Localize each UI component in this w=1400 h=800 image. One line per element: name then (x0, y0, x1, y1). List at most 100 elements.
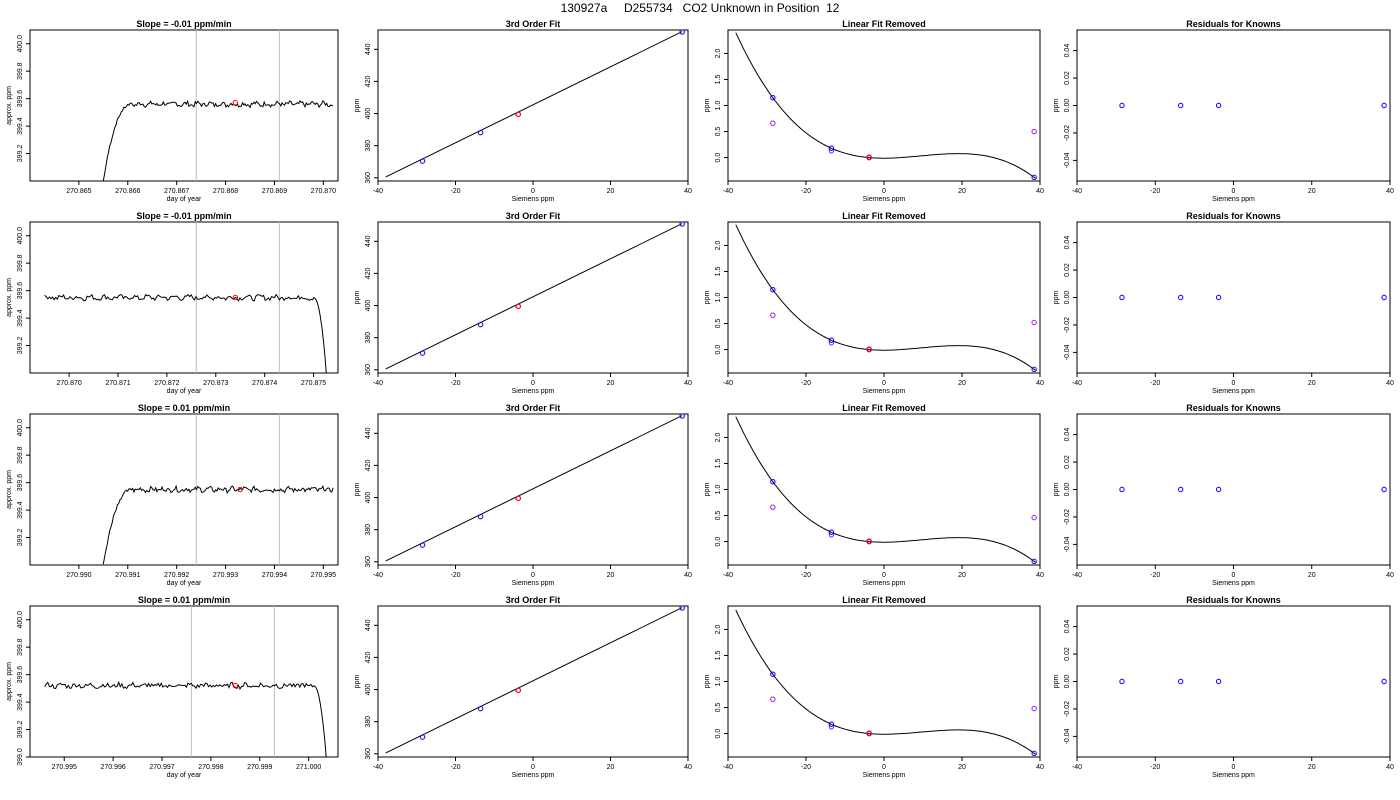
y-axis-label: ppm (1053, 291, 1060, 305)
panel-title: Linear Fit Removed (842, 403, 926, 413)
y-tick-label: -0.02 (1064, 125, 1071, 141)
x-tick-label: -40 (1072, 764, 1082, 771)
x-tick-label: -20 (801, 188, 811, 195)
plot-area (385, 606, 685, 754)
known-point (1177, 102, 1184, 109)
y-tick-label: 400.0 (17, 227, 24, 245)
known-point (419, 350, 426, 356)
known-point (679, 222, 685, 227)
y-axis-label: ppm (354, 675, 361, 689)
known-point (828, 529, 835, 535)
x-tick-label: -40 (1072, 380, 1082, 387)
y-tick-label: 0.02 (1064, 263, 1071, 277)
x-tick-label: -40 (723, 572, 733, 579)
y-axis-label: approx. ppm (6, 662, 13, 701)
y-tick-label: 380 (365, 716, 372, 728)
x-tick-label: -40 (373, 188, 383, 195)
y-tick-label: 420 (365, 459, 372, 471)
linear-residual-point (828, 148, 835, 154)
panel-title: Slope = -0.01 ppm/min (136, 19, 231, 29)
unknown-point (866, 346, 872, 353)
y-tick-label: 399.8 (17, 638, 24, 656)
y-axis-label: approx. ppm (6, 278, 13, 317)
panel-r3-c2: 3rd Order Fit -40 -20 0 20 40 360 380 400 420 440 S… (354, 403, 692, 587)
panel-r4-c2: 3rd Order Fit -40 -20 0 20 40 360 380 400 420 440 S… (354, 595, 692, 779)
unknown-point (866, 538, 872, 545)
known-point (1031, 558, 1037, 565)
fit-line (385, 31, 683, 178)
y-tick-label: 0.04 (1064, 236, 1071, 250)
known-point (1119, 486, 1125, 493)
known-point (1215, 294, 1222, 301)
y-tick-label: 0.5 (715, 703, 722, 713)
unknown-point (515, 303, 521, 310)
plot-area (385, 414, 685, 562)
panel-r3-c3: Linear Fit Removed -40 -20 0 20 40 0.0 0.5 1.0 1.… (704, 403, 1044, 587)
x-tick-label: 270.998 (198, 764, 223, 771)
y-tick-label: 0.00 (1064, 99, 1071, 113)
panel-r1-c4: Residuals for Knowns -40 -20 0 20 40 -0.04 -0.0… (1053, 19, 1394, 203)
known-point (828, 337, 835, 343)
y-tick-label: 400.0 (17, 611, 24, 629)
y-tick-label: 400 (365, 684, 372, 696)
y-axis-label: ppm (704, 99, 711, 113)
y-tick-label: 0.5 (715, 127, 722, 137)
plot-area (44, 606, 327, 757)
y-axis-label: ppm (1053, 99, 1060, 113)
y-axis-label: ppm (354, 483, 361, 497)
x-axis-label: Siemens ppm (512, 196, 555, 203)
y-tick-label: 400 (365, 108, 372, 120)
x-tick-label: -20 (801, 572, 811, 579)
x-tick-label: 0 (1232, 188, 1236, 195)
x-tick-label: -20 (450, 572, 460, 579)
panel-r1-c3: Linear Fit Removed -40 -20 0 20 40 0.0 0.5 1.0 1.… (704, 19, 1044, 203)
known-point (477, 705, 484, 712)
x-tick-label: 270.873 (203, 380, 228, 387)
y-tick-label: 360 (365, 364, 372, 376)
linear-residual-point (770, 312, 776, 318)
x-tick-label: -20 (801, 764, 811, 771)
y-axis-label: ppm (354, 99, 361, 113)
known-point (1215, 678, 1222, 685)
unknown-point (866, 730, 872, 737)
x-tick-label: -40 (723, 380, 733, 387)
y-tick-label: 400 (365, 492, 372, 504)
plot-area (385, 30, 685, 178)
y-tick-label: 399.6 (17, 282, 24, 300)
y-tick-label: 1.0 (715, 485, 722, 495)
x-tick-label: 270.865 (66, 188, 91, 195)
known-point (770, 94, 776, 101)
x-tick-label: 20 (958, 764, 966, 771)
known-point (770, 286, 776, 293)
ppm-trace (102, 99, 334, 181)
y-tick-label: 420 (365, 75, 372, 87)
plot-area (1119, 486, 1387, 493)
x-tick-label: -20 (1150, 188, 1160, 195)
x-tick-label: 270.870 (311, 188, 336, 195)
y-tick-label: 1.0 (715, 293, 722, 303)
y-tick-label: -0.02 (1064, 509, 1071, 525)
y-tick-label: 399.0 (17, 748, 24, 766)
known-point (1381, 678, 1387, 685)
panel-r1-c2: 3rd Order Fit -40 -20 0 20 40 360 380 400 420 440 S… (354, 19, 692, 203)
y-tick-label: 380 (365, 332, 372, 344)
y-tick-label: 0.0 (715, 153, 722, 163)
x-axis-label: Siemens ppm (863, 580, 906, 587)
panel-r4-c3: Linear Fit Removed -40 -20 0 20 40 0.0 0.5 1.0 1.… (704, 595, 1044, 779)
x-tick-label: 270.990 (66, 572, 91, 579)
y-tick-label: 399.4 (17, 501, 24, 519)
linear-residual-point (1031, 514, 1037, 521)
linear-residual-point (770, 504, 776, 510)
y-tick-label: 0.0 (715, 537, 722, 547)
known-point (477, 513, 484, 520)
x-tick-label: 270.993 (213, 572, 238, 579)
x-tick-label: 270.871 (105, 380, 130, 387)
x-tick-label: -20 (450, 380, 460, 387)
y-tick-label: 399.2 (17, 721, 24, 739)
panel-title: Residuals for Knowns (1186, 403, 1281, 413)
panel-r3-c1: Slope = 0.01 ppm/min 270.990 270.991 270.99… (6, 403, 339, 587)
x-axis-label: Siemens ppm (512, 580, 555, 587)
linear-residual-point (828, 532, 835, 538)
x-tick-label: 40 (1386, 188, 1394, 195)
